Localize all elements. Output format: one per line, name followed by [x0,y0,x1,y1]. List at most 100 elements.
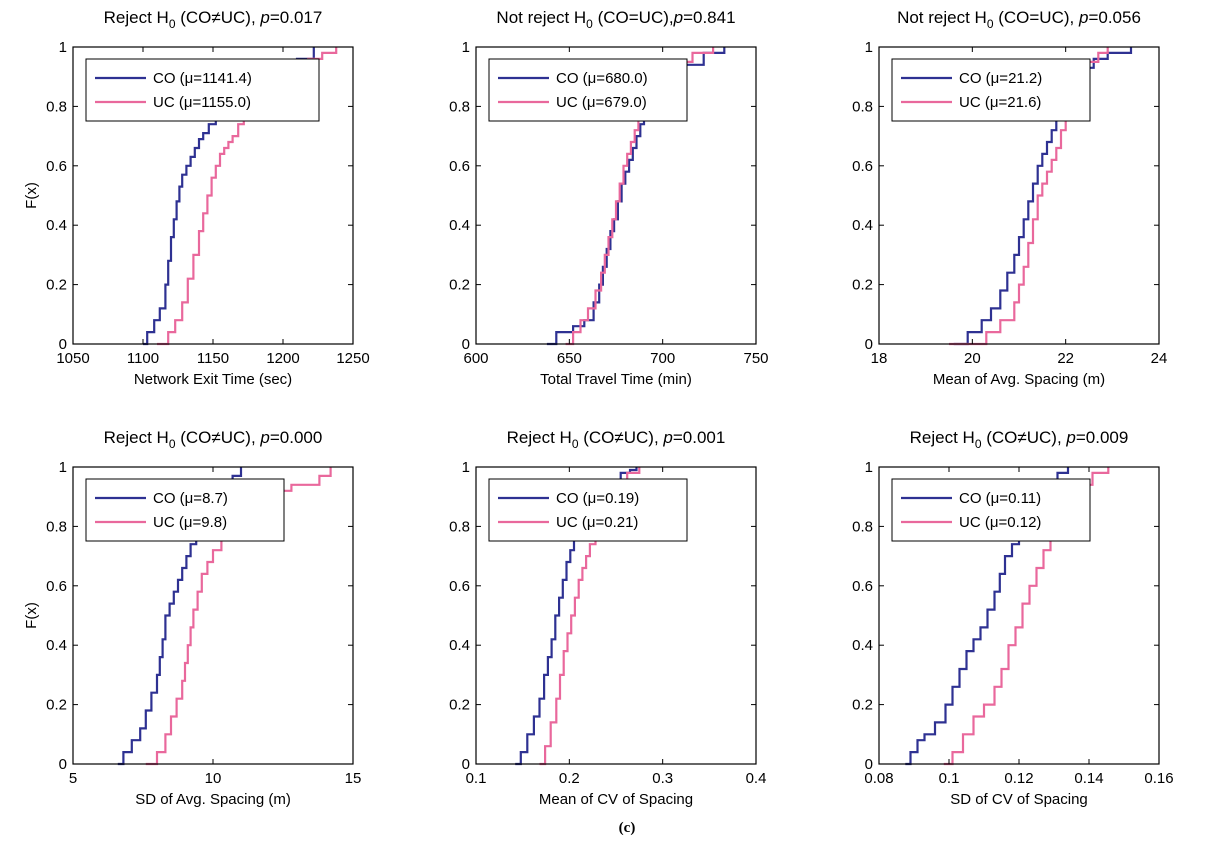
y-tick-label: 0 [462,756,470,773]
x-tick-label: 5 [69,770,77,787]
legend-label-co: CO (μ=8.7) [153,490,228,507]
x-tick-label: 18 [871,350,888,367]
legend-label-uc: UC (μ=21.6) [959,94,1041,111]
x-axis-label: Mean of CV of Spacing [539,791,693,808]
legend-label-co: CO (μ=21.2) [959,70,1042,87]
x-tick-label: 1200 [266,350,299,367]
x-tick-label: 0.14 [1074,770,1103,787]
x-tick-label: 0.12 [1004,770,1033,787]
legend-label-co: CO (μ=0.19) [556,490,639,507]
x-tick-label: 0.1 [466,770,487,787]
y-tick-label: 0.2 [852,277,873,294]
legend-box [891,58,1091,122]
x-tick-label: 1100 [127,350,159,367]
legend-label-co: CO (μ=1141.4) [153,70,252,87]
y-tick-label: 0.8 [852,518,873,535]
y-tick-label: 0.4 [449,217,470,234]
y-tick-label: 0.8 [449,98,470,115]
chart-panel-3: 18 20 22 24 0 0.2 0.4 0.6 0.8 1 Mean of Avg. Spaci… [852,8,1167,388]
y-tick-label: 0 [59,336,67,353]
chart-title: Reject H0 (CO≠UC), p=0.017 [104,8,323,31]
legend-label-uc: UC (μ=679.0) [556,94,647,111]
legend-label-uc: UC (μ=0.12) [959,514,1041,531]
y-tick-label: 0.6 [449,158,470,175]
axes-frame [475,466,757,765]
x-axis-label: SD of CV of Spacing [950,791,1088,808]
chart-title: Reject H0 (CO≠UC), p=0.001 [507,428,726,451]
x-tick-label: 0.08 [864,770,893,787]
x-tick-label: 15 [345,770,362,787]
y-tick-label: 0.4 [852,637,873,654]
x-tick-label: 24 [1151,350,1168,367]
y-tick-label: 0.2 [852,697,873,714]
legend-box [488,58,688,122]
y-tick-label: 0 [462,336,470,353]
y-tick-label: 0.8 [46,518,67,535]
x-axis-label: Mean of Avg. Spacing (m) [933,371,1105,388]
y-tick-label: 0.6 [449,578,470,595]
y-tick-label: 1 [462,39,470,56]
y-tick-label: 0.4 [46,217,67,234]
y-tick-label: 0 [59,756,67,773]
chart-title: Not reject H0 (CO=UC),p=0.841 [496,8,735,31]
y-tick-label: 0.4 [852,217,873,234]
y-tick-label: 0.6 [852,578,873,595]
y-tick-label: 1 [865,39,873,56]
x-tick-label: 0.4 [746,770,767,787]
y-tick-label: 0.8 [46,98,67,115]
y-tick-label: 0.6 [46,578,67,595]
x-tick-label: 10 [205,770,222,787]
x-axis-label: Network Exit Time (sec) [134,371,292,388]
y-tick-label: 0.4 [46,637,67,654]
y-tick-label: 1 [59,39,67,56]
chart-panel-6: 0.08 0.1 0.12 0.14 0.16 0 0.2 0.4 0.6 0.8 1 SD of C… [852,428,1173,808]
chart-panel-5: 0.1 0.2 0.3 0.4 0 0.2 0.4 0.6 0.8 1 Mean of CV of … [449,428,766,808]
y-tick-label: 0.6 [46,158,67,175]
legend-box [488,478,688,542]
x-tick-label: 22 [1057,350,1074,367]
y-tick-label: 0 [865,756,873,773]
chart-panel-4: 5 10 15 0 0.2 0.4 0.6 0.8 1 SD of Avg. Spacing (m… [23,428,361,808]
x-tick-label: 650 [557,350,582,367]
legend-label-uc: UC (μ=0.21) [556,514,638,531]
y-tick-label: 1 [59,459,67,476]
chart-title: Reject H0 (CO≠UC), p=0.000 [104,428,323,451]
x-tick-label: 0.1 [939,770,960,787]
y-tick-label: 0.2 [46,277,67,294]
x-tick-label: 20 [964,350,981,367]
x-tick-label: 0.3 [652,770,673,787]
x-tick-label: 1250 [336,350,369,367]
x-tick-label: 750 [743,350,768,367]
y-axis-label: F(x) [23,182,40,209]
y-tick-label: 1 [865,459,873,476]
y-tick-label: 0.8 [852,98,873,115]
x-tick-label: 1050 [56,350,89,367]
axes-frame [475,46,757,345]
y-tick-label: 0 [865,336,873,353]
y-tick-label: 1 [462,459,470,476]
chart-title: Not reject H0 (CO=UC), p=0.056 [897,8,1141,31]
x-axis-label: Total Travel Time (min) [540,371,692,388]
chart-panel-2: 600 650 700 750 0 0.2 0.4 0.6 0.8 1 Total Travel T… [449,8,768,388]
x-tick-label: 700 [650,350,675,367]
figure-caption: (c) [619,820,636,836]
y-axis-label: F(x) [23,602,40,629]
legend-label-uc: UC (μ=9.8) [153,514,227,531]
chart-panel-1: 1050 1100 1150 1200 1250 0 0.2 0.4 0.6 0.8 1 Networ… [23,8,370,388]
axes-frame [878,46,1160,345]
x-tick-label: 1150 [197,350,229,367]
y-tick-label: 0.6 [852,158,873,175]
legend-box [85,478,285,542]
x-axis-label: SD of Avg. Spacing (m) [135,791,291,808]
x-tick-label: 600 [463,350,488,367]
chart-title: Reject H0 (CO≠UC), p=0.009 [910,428,1129,451]
legend-label-co: CO (μ=680.0) [556,70,648,87]
legend-box [891,478,1091,542]
legend-box [85,58,320,122]
y-tick-label: 0.4 [449,637,470,654]
y-tick-label: 0.2 [46,697,67,714]
legend-label-co: CO (μ=0.11) [959,490,1041,507]
x-tick-label: 0.16 [1144,770,1173,787]
y-tick-label: 0.2 [449,697,470,714]
